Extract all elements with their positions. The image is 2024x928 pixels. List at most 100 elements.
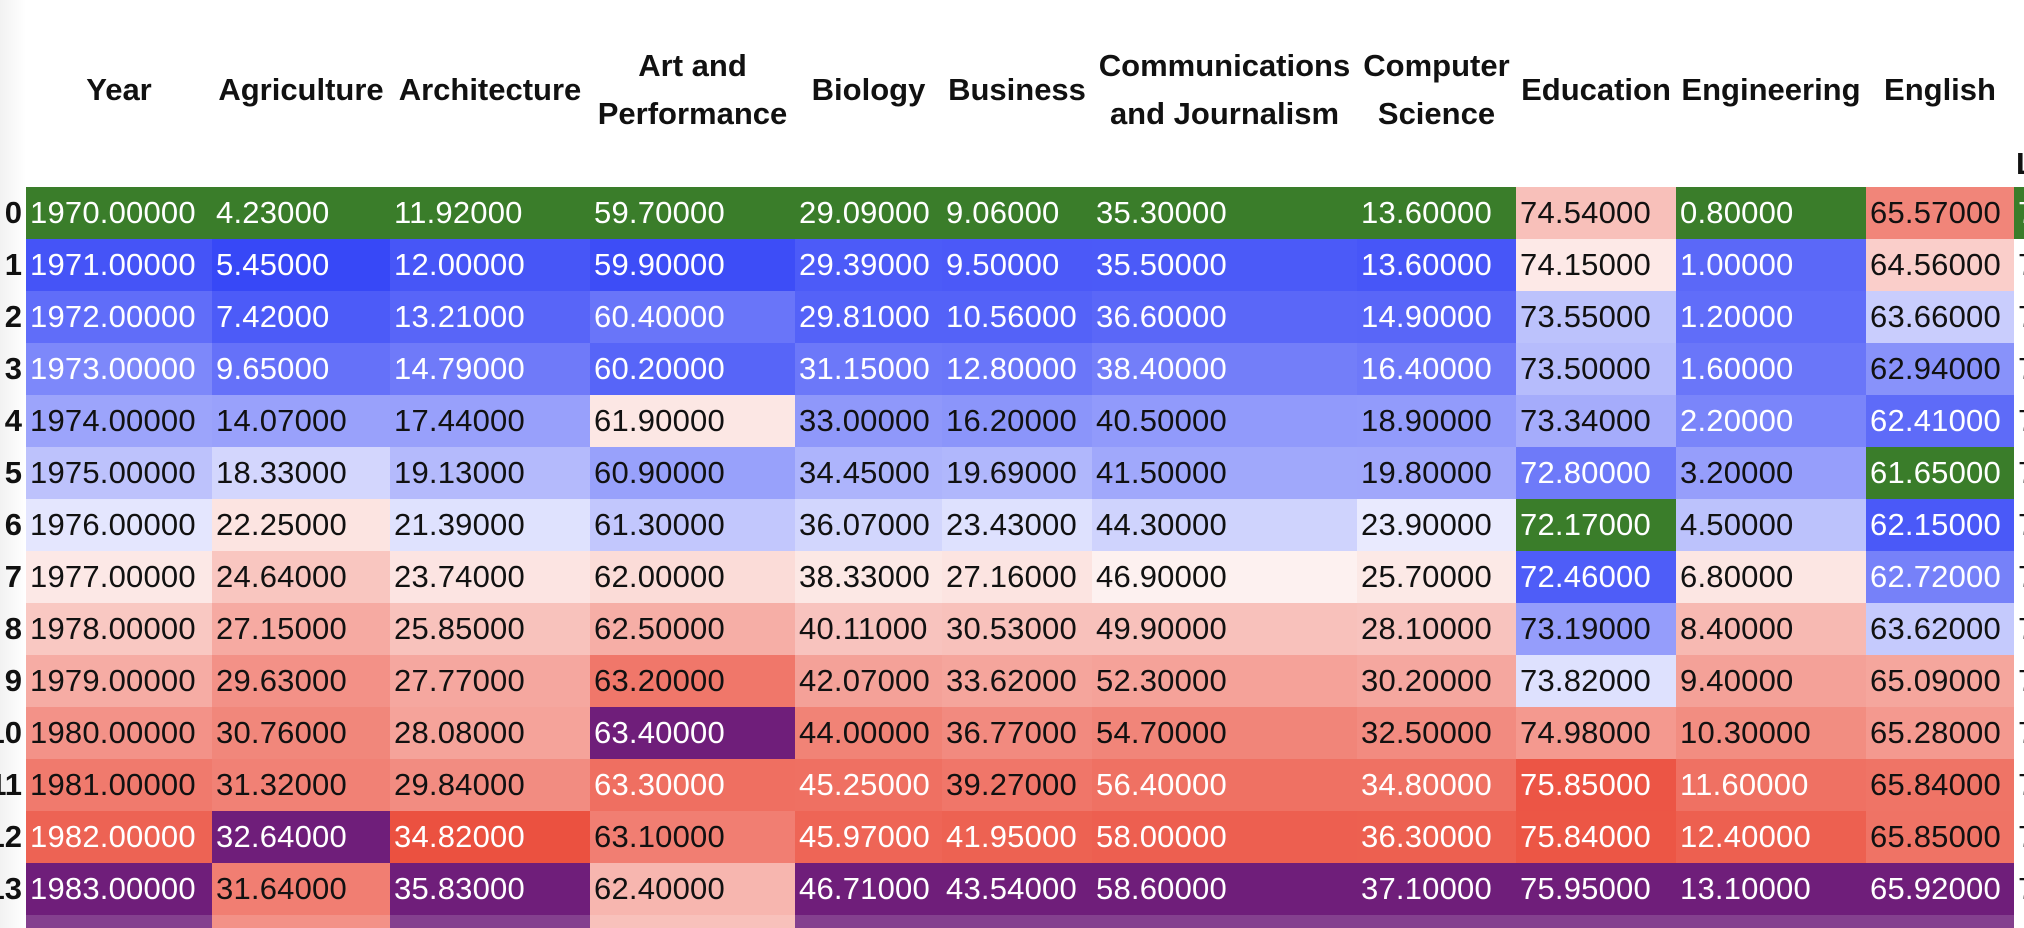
table-cell: 63.20000: [590, 655, 795, 707]
table-row-partial: [212, 915, 390, 928]
table-cell: 25.70000: [1357, 551, 1516, 603]
table-cell: 7: [2014, 343, 2024, 395]
column-header: Architecture: [398, 72, 582, 107]
table-cell: 7: [2014, 447, 2024, 499]
table-cell: 1.20000: [1676, 291, 1866, 343]
table-cell: 5.45000: [212, 239, 390, 291]
table-cell: 1980.00000: [26, 707, 212, 759]
table-cell: 45.25000: [795, 759, 942, 811]
column-header: Biology: [811, 72, 926, 107]
row-index-label: 10: [0, 715, 22, 750]
table-cell: 40.50000: [1092, 395, 1357, 447]
table-cell: 73.19000: [1516, 603, 1676, 655]
table-cell: 73.34000: [1516, 395, 1676, 447]
table-cell: 22.25000: [212, 499, 390, 551]
table-cell: 44.30000: [1092, 499, 1357, 551]
table-cell: 74.15000: [1516, 239, 1676, 291]
table-cell: 1979.00000: [26, 655, 212, 707]
table-row-partial: [1357, 915, 1516, 928]
table-cell: 8.40000: [1676, 603, 1866, 655]
table-cell: 21.39000: [390, 499, 590, 551]
table-cell: 62.41000: [1866, 395, 2014, 447]
table-cell: 18.90000: [1357, 395, 1516, 447]
table-cell: 10.30000: [1676, 707, 1866, 759]
table-cell: 46.90000: [1092, 551, 1357, 603]
row-index-label: 9: [4, 663, 22, 698]
table-cell: 16.20000: [942, 395, 1092, 447]
table-cell: 72.80000: [1516, 447, 1676, 499]
column-header: Year: [86, 72, 152, 107]
table-row-partial: [26, 915, 212, 928]
table-cell: 1982.00000: [26, 811, 212, 863]
column-header: Education: [1521, 72, 1671, 107]
row-index-label: 0: [4, 195, 22, 230]
table-row-partial: [1866, 915, 2014, 928]
column-header: Art and Performance: [597, 48, 788, 131]
table-cell: 30.20000: [1357, 655, 1516, 707]
table-cell: 72.17000: [1516, 499, 1676, 551]
table-cell: 73.82000: [1516, 655, 1676, 707]
table-cell: 35.30000: [1092, 187, 1357, 239]
table-cell: 7: [2014, 551, 2024, 603]
table-cell: 36.07000: [795, 499, 942, 551]
table-cell: 63.40000: [590, 707, 795, 759]
table-cell: 1971.00000: [26, 239, 212, 291]
table-cell: 43.54000: [942, 863, 1092, 915]
table-cell: 23.74000: [390, 551, 590, 603]
table-cell: 7: [2014, 291, 2024, 343]
table-cell: 7: [2014, 863, 2024, 915]
table-cell: 38.40000: [1092, 343, 1357, 395]
table-row-partial: [942, 915, 1092, 928]
table-cell: 31.32000: [212, 759, 390, 811]
table-cell: 25.85000: [390, 603, 590, 655]
table-cell: 9.06000: [942, 187, 1092, 239]
table-cell: 61.65000: [1866, 447, 2014, 499]
table-cell: 28.10000: [1357, 603, 1516, 655]
table-cell: 34.82000: [390, 811, 590, 863]
row-index-label: 8: [4, 611, 22, 646]
table-cell: 60.40000: [590, 291, 795, 343]
column-header: English: [1884, 72, 1996, 107]
table-cell: 27.16000: [942, 551, 1092, 603]
table-cell: 59.90000: [590, 239, 795, 291]
table-cell: 3.20000: [1676, 447, 1866, 499]
table-cell: 74.98000: [1516, 707, 1676, 759]
table-cell: 37.10000: [1357, 863, 1516, 915]
table-cell: 23.43000: [942, 499, 1092, 551]
table-cell: 13.60000: [1357, 187, 1516, 239]
table-cell: 64.56000: [1866, 239, 2014, 291]
table-cell: 7: [2014, 395, 2024, 447]
table-cell: 10.56000: [942, 291, 1092, 343]
table-cell: 1975.00000: [26, 447, 212, 499]
column-header: Business: [948, 72, 1086, 107]
table-cell: 1.00000: [1676, 239, 1866, 291]
table-cell: 7: [2014, 499, 2024, 551]
column-header: Agriculture: [218, 72, 384, 107]
table-cell: 9.65000: [212, 343, 390, 395]
table-cell: 14.79000: [390, 343, 590, 395]
table-cell: 29.84000: [390, 759, 590, 811]
table-cell: 62.72000: [1866, 551, 2014, 603]
table-cell: 7: [2014, 239, 2024, 291]
table-cell: 45.97000: [795, 811, 942, 863]
table-cell: 13.21000: [390, 291, 590, 343]
table-cell: 65.92000: [1866, 863, 2014, 915]
table-row-partial: [1092, 915, 1357, 928]
row-index-label: 7: [4, 559, 22, 594]
table-cell: 19.69000: [942, 447, 1092, 499]
table-row-partial: [795, 915, 942, 928]
table-cell: 62.50000: [590, 603, 795, 655]
column-header: Computer Science: [1363, 48, 1510, 131]
table-cell: 0.80000: [1676, 187, 1866, 239]
table-cell: 1983.00000: [26, 863, 212, 915]
table-cell: 32.64000: [212, 811, 390, 863]
table-cell: 35.50000: [1092, 239, 1357, 291]
table-cell: 18.33000: [212, 447, 390, 499]
table-cell: 33.00000: [795, 395, 942, 447]
table-cell: 13.10000: [1676, 863, 1866, 915]
table-cell: 42.07000: [795, 655, 942, 707]
table-cell: 12.40000: [1676, 811, 1866, 863]
table-cell: 29.63000: [212, 655, 390, 707]
row-index-label: 5: [4, 455, 22, 490]
